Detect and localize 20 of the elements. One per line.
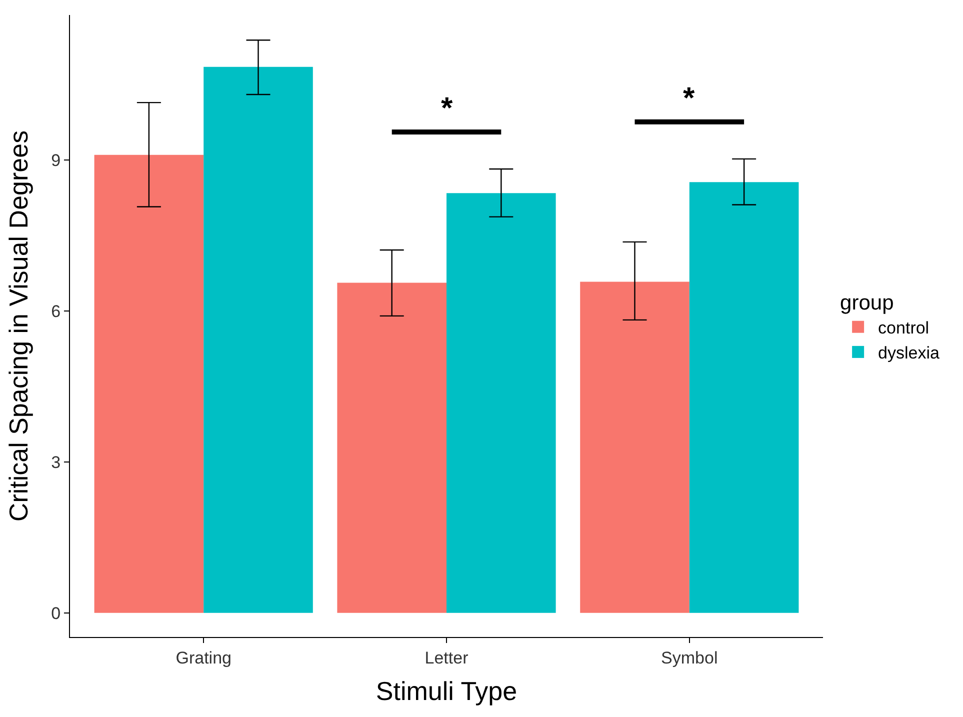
legend-label: control (878, 318, 930, 338)
bar (204, 66, 313, 613)
y-tick-label: 3 (51, 452, 61, 472)
x-tick-label: Letter (424, 648, 469, 668)
x-tick-label: Grating (176, 648, 232, 668)
bar (94, 154, 204, 613)
annotation: * (683, 82, 695, 115)
bar (580, 282, 690, 613)
y-tick-label: 0 (51, 604, 61, 623)
bar (337, 282, 446, 613)
x-tick-label: Symbol (661, 648, 718, 668)
legend-title: group (840, 291, 894, 314)
y-tick-label: 6 (51, 302, 61, 321)
y-tick-label: 9 (51, 150, 61, 170)
y-axis-title: Critical Spacing in Visual Degrees (4, 130, 34, 522)
annotation: * (441, 92, 453, 125)
x-axis-title: Stimuli Type (376, 676, 518, 706)
legend-label: dyslexia (878, 344, 940, 363)
bar (689, 182, 799, 613)
bar (446, 193, 556, 613)
